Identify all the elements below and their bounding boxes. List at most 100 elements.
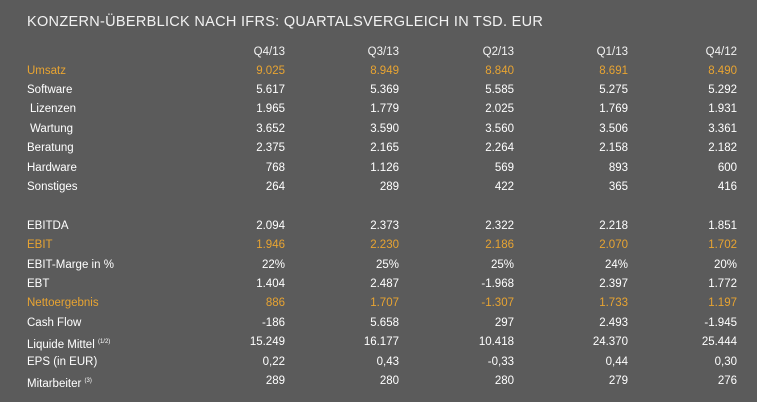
value-cell: 768: [265, 162, 285, 174]
value-cell: 1.851: [708, 220, 737, 232]
value-cell: 8.490: [708, 65, 737, 77]
value-cell: 2.158: [599, 142, 628, 154]
value-cell: 2.375: [256, 142, 285, 154]
value-cell: 365: [608, 181, 628, 193]
value-cell: 5.292: [708, 84, 737, 96]
value-cell: 0,43: [376, 356, 399, 368]
value-cell: -0,33: [487, 356, 514, 368]
column-header: Q2/13: [482, 46, 514, 58]
value-cell: -186: [261, 317, 285, 329]
table-row: EBIT-Marge in % 22% 25% 25% 24% 20%: [0, 256, 757, 275]
row-label-text: Umsatz: [27, 65, 66, 77]
row-label: EPS (in EUR): [27, 353, 97, 372]
row-label-text: Mitarbeiter: [27, 378, 82, 390]
value-cell: 2.070: [599, 239, 628, 251]
value-cell: 25%: [490, 259, 514, 271]
row-label: EBT: [27, 275, 49, 294]
value-cell: 10.418: [478, 336, 514, 348]
row-label-text: Liquide Mittel: [27, 339, 95, 351]
value-cell: 25.444: [701, 336, 737, 348]
value-cell: 2.186: [485, 239, 514, 251]
table-row: Hardware 768 1.126 569 893 600: [0, 159, 757, 178]
row-label-text: Hardware: [27, 162, 77, 174]
row-label: Software: [27, 81, 72, 100]
value-cell: 2.182: [708, 142, 737, 154]
value-cell: 24%: [604, 259, 628, 271]
row-label: Mitarbeiter (3): [27, 372, 92, 394]
footnote-marker: (3): [84, 378, 92, 384]
value-cell: 1.946: [256, 239, 285, 251]
value-cell: 16.177: [363, 336, 399, 348]
value-cell: 2.397: [599, 278, 628, 290]
table-row: Software 5.617 5.369 5.585 5.275 5.292: [0, 81, 757, 100]
value-cell: 5.369: [370, 84, 399, 96]
value-cell: 569: [494, 162, 514, 174]
value-cell: 2.487: [370, 278, 399, 290]
table-row: Lizenzen 1.965 1.779 2.025 1.769 1.931: [0, 100, 757, 119]
value-cell: 5.617: [256, 84, 285, 96]
row-label-text: Sonstiges: [27, 181, 78, 193]
column-header: Q4/13: [253, 46, 285, 58]
value-cell: 8.691: [599, 65, 628, 77]
row-label-text: Cash Flow: [27, 317, 82, 329]
value-cell: 279: [608, 375, 628, 387]
value-cell: -1.945: [704, 317, 737, 329]
row-label-text: EPS (in EUR): [27, 356, 98, 368]
value-cell: 2.264: [485, 142, 514, 154]
row-label: Nettoergebnis: [27, 294, 99, 313]
row-label: EBIT: [27, 236, 53, 255]
value-cell: 1.772: [708, 278, 737, 290]
row-label: Liquide Mittel (1/2): [27, 333, 110, 355]
value-cell: 2.094: [256, 220, 285, 232]
value-cell: 0,22: [262, 356, 285, 368]
value-cell: 422: [494, 181, 514, 193]
table-row: EBITDA 2.094 2.373 2.322 2.218 1.851: [0, 217, 757, 236]
value-cell: -1.968: [481, 278, 514, 290]
value-cell: 3.361: [708, 123, 737, 135]
row-label: Cash Flow: [27, 314, 81, 333]
page-title: KONZERN-ÜBERBLICK NACH IFRS: QUARTALSVER…: [27, 14, 544, 30]
value-cell: 25%: [375, 259, 399, 271]
row-label-text: Nettoergebnis: [27, 297, 99, 309]
value-cell: 1.702: [708, 239, 737, 251]
table-row: Liquide Mittel (1/2) 15.249 16.177 10.418 24…: [0, 333, 757, 352]
table-row: EPS (in EUR) 0,22 0,43 -0,33 0,44 0,30: [0, 353, 757, 372]
value-cell: 3.590: [370, 123, 399, 135]
table-row: Nettoergebnis 886 1.707 -1.307 1.733 1.197: [0, 294, 757, 313]
value-cell: 289: [265, 375, 285, 387]
value-cell: 5.275: [599, 84, 628, 96]
value-cell: 3.506: [599, 123, 628, 135]
value-cell: 24.370: [592, 336, 628, 348]
row-label: Wartung: [30, 120, 73, 139]
column-header-row: Q4/13 Q3/13 Q2/13 Q1/13 Q4/12: [0, 43, 757, 62]
table-row: Cash Flow -186 5.658 297 2.493 -1.945: [0, 314, 757, 333]
value-cell: 1.707: [370, 297, 399, 309]
column-header: Q4/12: [705, 46, 737, 58]
row-label-text: Wartung: [30, 123, 74, 135]
value-cell: 1.126: [370, 162, 399, 174]
value-cell: 280: [494, 375, 514, 387]
value-cell: 280: [379, 375, 399, 387]
value-cell: 1.769: [599, 103, 628, 115]
value-cell: 416: [717, 181, 737, 193]
value-cell: 1.404: [256, 278, 285, 290]
row-label-text: Software: [27, 84, 73, 96]
row-label-text: EBIT-Marge in %: [27, 259, 114, 271]
value-cell: 2.493: [599, 317, 628, 329]
row-label: EBITDA: [27, 217, 69, 236]
row-label: Hardware: [27, 159, 77, 178]
value-cell: 2.025: [485, 103, 514, 115]
value-cell: 5.658: [370, 317, 399, 329]
row-label: Lizenzen: [30, 100, 76, 119]
value-cell: 5.585: [485, 84, 514, 96]
table-row: Sonstiges 264 289 422 365 416: [0, 178, 757, 197]
value-cell: 600: [717, 162, 737, 174]
value-cell: 2.218: [599, 220, 628, 232]
value-cell: 9.025: [256, 65, 285, 77]
value-cell: 0,44: [605, 356, 628, 368]
value-cell: 289: [379, 181, 399, 193]
value-cell: 8.840: [485, 65, 514, 77]
table-row: Beratung 2.375 2.165 2.264 2.158 2.182: [0, 139, 757, 158]
table-row: EBT 1.404 2.487 -1.968 2.397 1.772: [0, 275, 757, 294]
value-cell: 297: [494, 317, 514, 329]
